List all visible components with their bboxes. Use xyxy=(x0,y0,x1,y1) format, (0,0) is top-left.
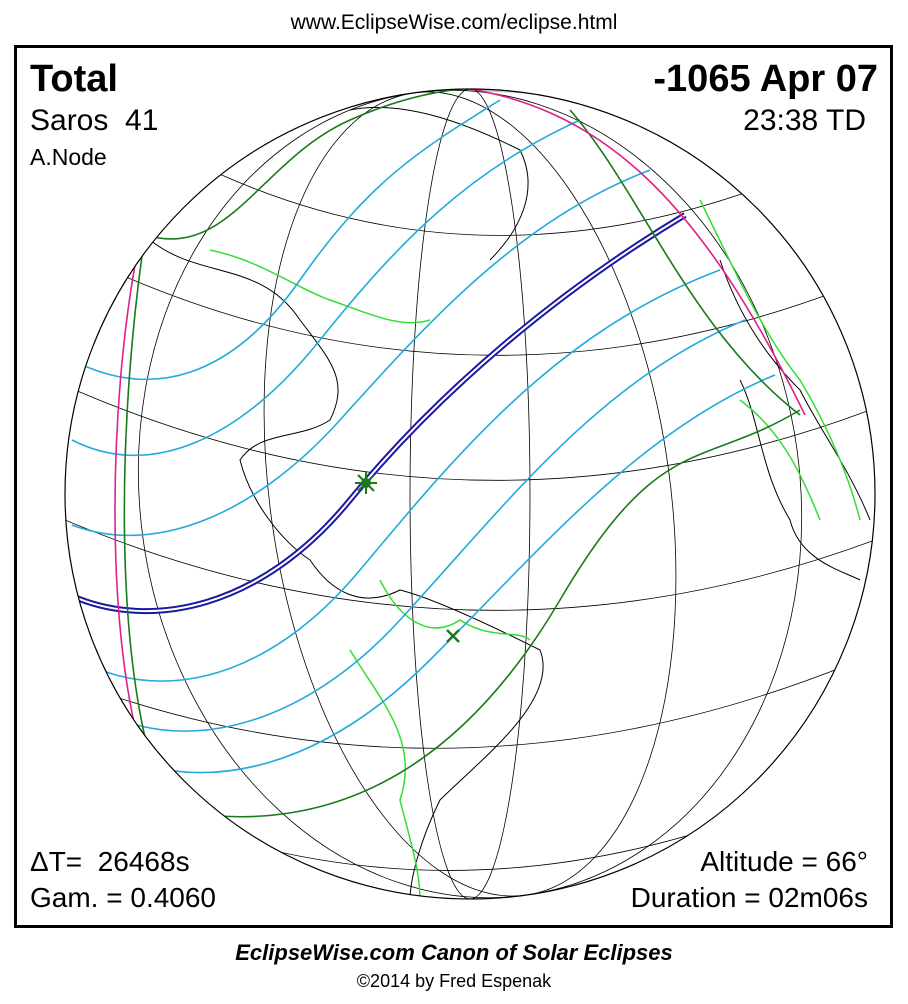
subsolar-marker xyxy=(446,629,460,643)
saros: Saros 41 xyxy=(30,104,159,137)
duration: Duration = 02m06s xyxy=(630,882,868,913)
frame xyxy=(14,45,893,928)
penumbral-lines xyxy=(71,99,776,774)
coastlines xyxy=(149,106,871,899)
delta-t: ΔT= 26468s xyxy=(30,846,190,877)
limit-curves xyxy=(123,89,801,818)
rise-set-curves xyxy=(114,89,806,781)
central-path-inner xyxy=(71,214,686,612)
node: A.Node xyxy=(30,144,107,170)
url: www.EclipseWise.com/eclipse.html xyxy=(290,11,618,34)
greatest-eclipse-marker xyxy=(355,472,377,494)
altitude: Altitude = 66° xyxy=(700,846,868,877)
footer-title: EclipseWise.com Canon of Solar Eclipses xyxy=(235,940,673,965)
globe-outline xyxy=(64,88,876,900)
graticule xyxy=(65,89,875,899)
eclipse-type: Total xyxy=(30,58,118,100)
copyright: ©2014 by Fred Espenak xyxy=(356,971,552,991)
gamma: Gam. = 0.4060 xyxy=(30,882,217,913)
globe-content xyxy=(65,89,875,899)
eclipse-date: -1065 Apr 07 xyxy=(653,58,878,100)
time: 23:38 TD xyxy=(743,104,866,137)
borders xyxy=(209,199,861,899)
